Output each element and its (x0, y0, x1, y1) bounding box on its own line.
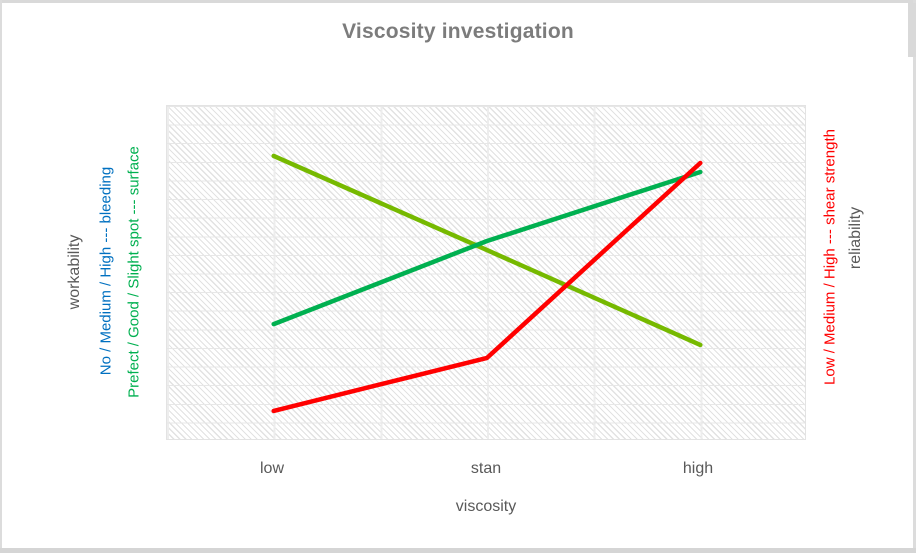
window-frame-top (0, 0, 916, 3)
x-tick-stan: stan (470, 460, 502, 477)
right-axis-title: reliability (847, 206, 864, 270)
window-frame-left (0, 0, 2, 553)
left-axis-title: workability (66, 234, 83, 310)
x-tick-low: low (259, 460, 285, 477)
left-axis-scale-bleeding: No / Medium / High --- bleeding (97, 166, 115, 376)
right-axis-scale-shear-strength: Low / Medium / High --- shear strength (821, 129, 839, 385)
plot-area (166, 105, 806, 440)
chart-title: Viscosity investigation (342, 20, 574, 43)
x-axis-title: viscosity (455, 498, 517, 515)
series-line-shear-strength (271, 160, 703, 414)
series-line-surface (271, 169, 703, 327)
series-line-bleeding (271, 153, 703, 348)
window-frame-bottom (0, 548, 916, 553)
series-lines (271, 153, 703, 414)
left-axis-scale-surface: Prefect / Good / Slight spot --- surface (125, 146, 143, 398)
x-tick-high: high (682, 460, 714, 477)
scrollbar-thumb[interactable] (908, 3, 916, 57)
window-frame-right (913, 0, 916, 553)
